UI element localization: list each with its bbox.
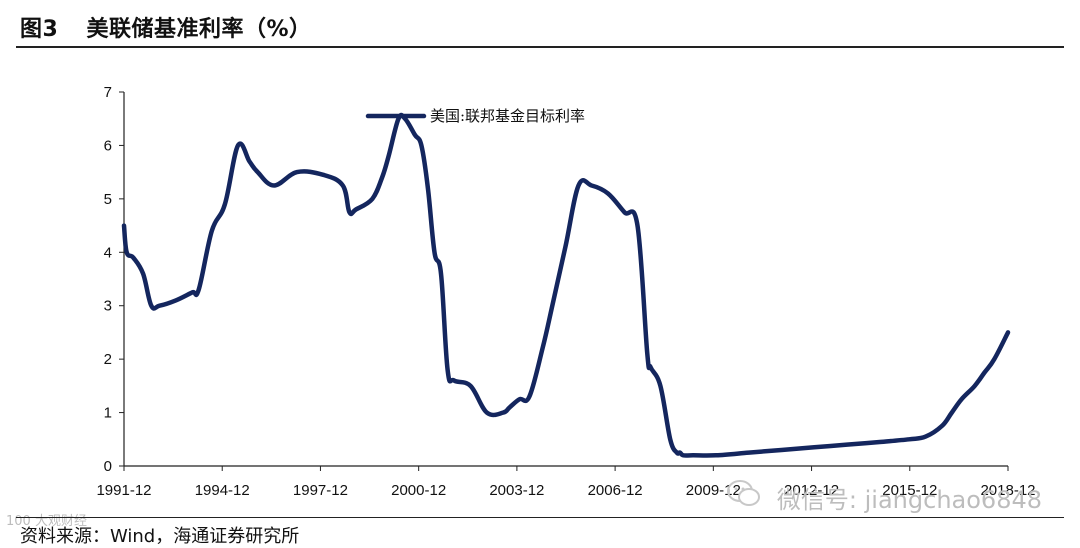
x-tick-label: 1994-12: [195, 482, 250, 499]
x-tick-label: 2009-12: [686, 482, 741, 499]
x-tick-label: 2003-12: [489, 482, 544, 499]
series-line-0: [121, 112, 1011, 458]
x-tick-label: 2000-12: [391, 482, 446, 499]
page-title: 图3 美联储基准利率（%）: [20, 11, 312, 43]
y-tick-label: 2: [104, 351, 112, 368]
y-tick-label: 5: [104, 191, 112, 208]
chart-title: 美联储基准利率（%）: [86, 17, 312, 42]
title-bar: 图3 美联储基准利率（%）: [0, 0, 1080, 50]
x-tick-label: 1991-12: [96, 482, 151, 499]
source-divider: [16, 517, 1064, 518]
x-tick-label: 2006-12: [588, 482, 643, 499]
title-divider: [16, 46, 1064, 48]
figure-label: 图3: [20, 17, 59, 42]
x-tick-label: 2018-12: [980, 482, 1035, 499]
wechat-icon: [726, 479, 762, 509]
y-tick-label: 3: [104, 298, 112, 315]
y-tick-label: 4: [104, 244, 112, 261]
watermark-wechat-id: 微信号: jiangchao6848: [776, 486, 1042, 514]
y-tick-label: 1: [104, 405, 112, 422]
y-tick-label: 6: [104, 137, 112, 154]
legend-label: 美国:联邦基金目标利率: [430, 107, 585, 125]
source-note: 资料来源：Wind，海通证券研究所: [20, 526, 300, 547]
x-tick-label: 2012-12: [784, 482, 839, 499]
y-tick-label: 0: [104, 458, 112, 475]
y-tick-label: 7: [104, 84, 112, 101]
x-tick-label: 1997-12: [293, 482, 348, 499]
x-tick-label: 2015-12: [882, 482, 937, 499]
